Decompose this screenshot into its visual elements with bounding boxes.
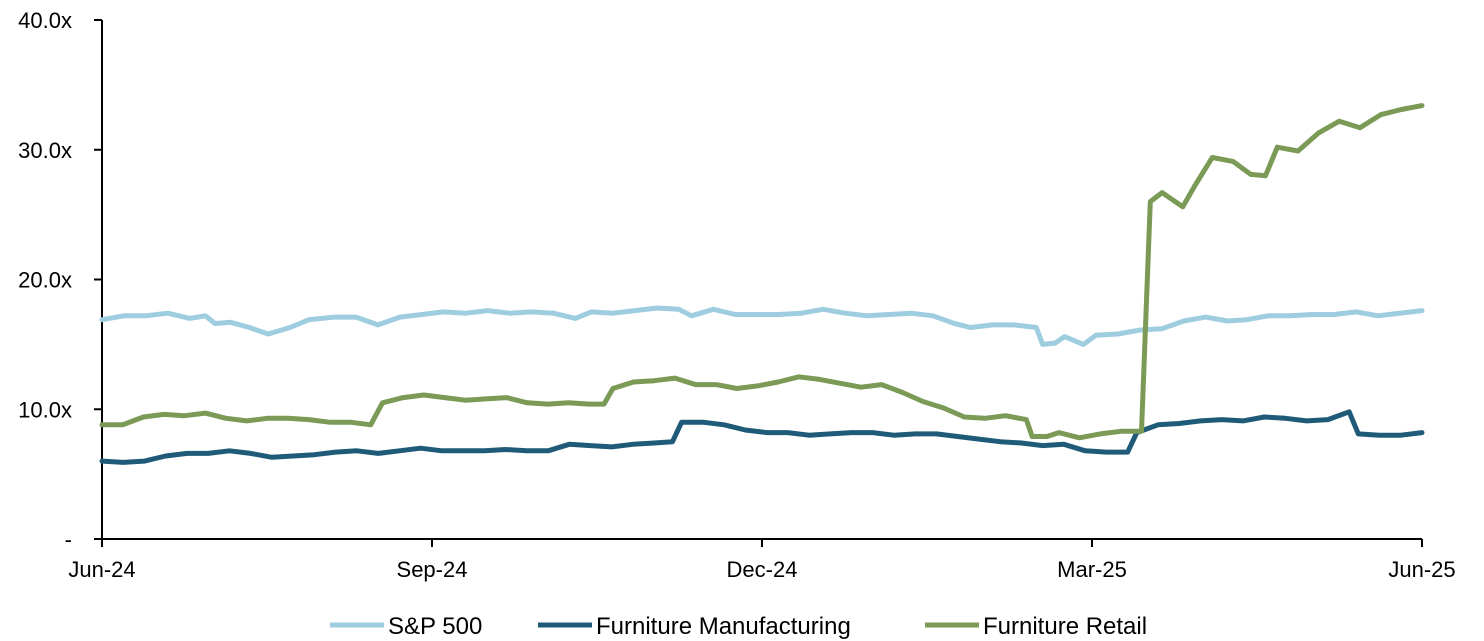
x-ticks: Jun-24 Sep-24 Dec-24 Mar-25 Jun-25 <box>68 539 1456 582</box>
series-line-furniture-retail <box>99 103 1425 441</box>
x-tick-label: Dec-24 <box>727 557 798 582</box>
legend-label-s-p-500: S&P 500 <box>388 613 482 640</box>
axes: - 10.0x 20.0x 30.0x 40.0x Jun-24 Sep-24 Dec-24… <box>18 8 1455 582</box>
y-tick-label: 10.0x <box>18 397 72 422</box>
y-ticks: - 10.0x 20.0x 30.0x 40.0x <box>18 8 102 552</box>
y-tick-label: 20.0x <box>18 268 72 293</box>
y-tick-label: - <box>65 527 72 552</box>
plot-lines <box>99 103 1425 465</box>
y-tick-label: 30.0x <box>18 138 72 163</box>
legend: S&P 500 Furniture Manufacturing Furniture … <box>330 613 1147 640</box>
x-tick-label: Mar-25 <box>1057 557 1127 582</box>
legend-label-furniture-retail: Furniture Retail <box>983 613 1147 640</box>
legend-label-furniture-manufacturing: Furniture Manufacturing <box>596 613 851 640</box>
x-tick-label: Jun-25 <box>1388 557 1455 582</box>
x-tick-label: Jun-24 <box>68 557 135 582</box>
y-tick-label: 40.0x <box>18 8 72 33</box>
series-line-s-p-500 <box>99 305 1425 347</box>
series-line-furniture-manufacturing <box>99 409 1425 465</box>
x-tick-label: Sep-24 <box>397 557 468 582</box>
